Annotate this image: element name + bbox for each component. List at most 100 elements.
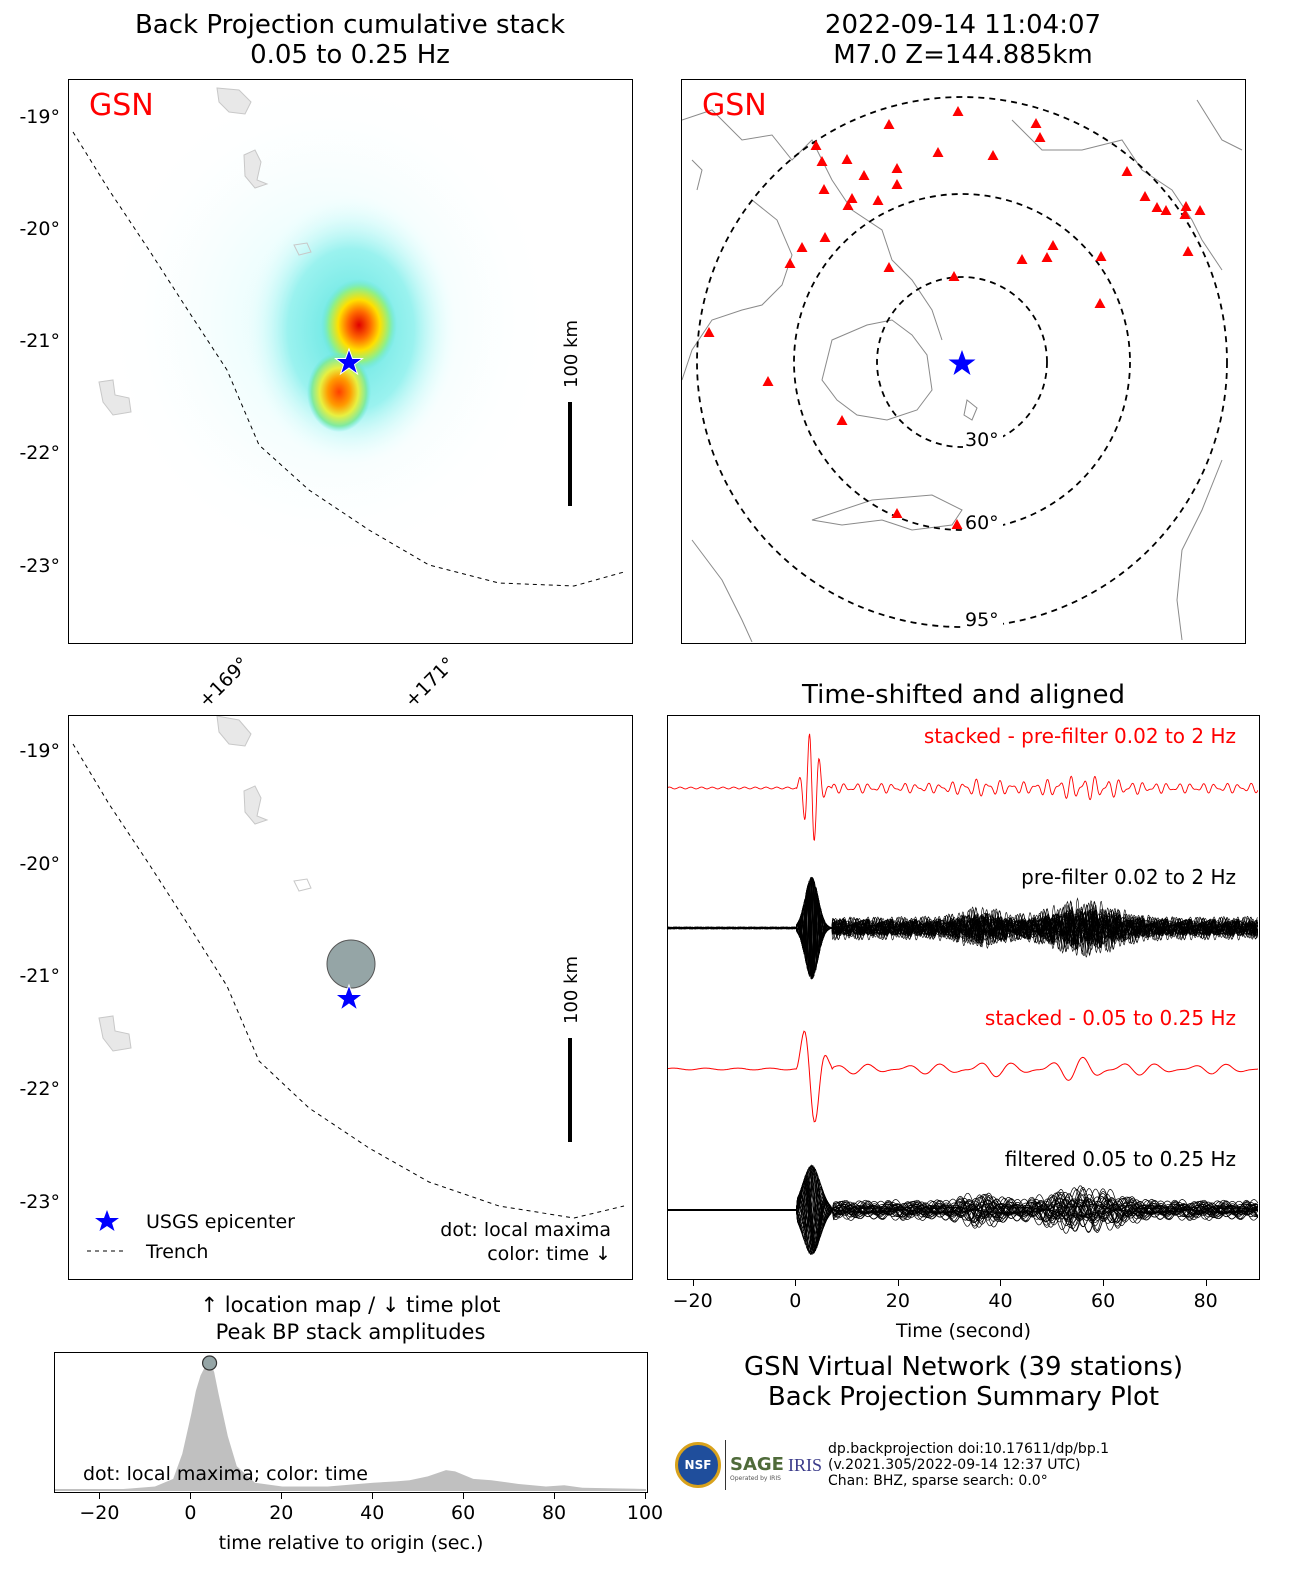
bp-heatmap-svg: 100 km [69, 80, 631, 642]
trace-label-stacked-prefilter: stacked - pre-filter 0.02 to 2 Hz [924, 724, 1236, 748]
peak-xtick-mark [463, 1493, 465, 1499]
lat-tick: -20° [19, 218, 60, 240]
traces-panel: stacked - pre-filter 0.02 to 2 Hz pre-fi… [667, 715, 1260, 1280]
local-maximum-dot [326, 939, 376, 989]
trench-line [72, 743, 625, 1219]
bp-heatmap-panel: 100 km GSN [68, 79, 633, 644]
lat-tick: -22° [19, 442, 60, 464]
coastline [1011, 119, 1223, 271]
event-title: 2022-09-14 11:04:07 M7.0 Z=144.885km [681, 10, 1245, 70]
summary-title: GSN Virtual Network (39 stations) Back P… [667, 1352, 1260, 1412]
peak-plot-svg: dot: local maxima; color: time [55, 1355, 646, 1491]
logo-divider [725, 1440, 726, 1490]
station-marker [883, 119, 895, 129]
provenance: dp.backprojection doi:10.17611/dp/bp.1 (… [828, 1441, 1109, 1489]
epicenter-star [334, 983, 364, 1012]
lat-tick: -21° [19, 330, 60, 352]
station-marker [816, 156, 828, 166]
station-marker [1041, 252, 1053, 262]
summary-title-line2: Back Projection Summary Plot [767, 1382, 1160, 1412]
distance-ring-30 [876, 276, 1048, 448]
legend-trench-label: Trench [145, 1241, 208, 1263]
trace-xtick-label: 80 [1193, 1290, 1218, 1312]
coastline [1196, 99, 1243, 151]
peak-xtick-label: 0 [184, 1502, 197, 1524]
trace-xtick-label: 60 [1090, 1290, 1116, 1312]
station-marker [841, 154, 853, 164]
stacked-trace [668, 733, 1259, 841]
epicenter-star [334, 347, 364, 376]
australia-coastline [821, 319, 933, 421]
ring-label-30: 30° [965, 429, 999, 451]
traces-svg: stacked - pre-filter 0.02 to 2 Hz pre-fi… [668, 724, 1259, 1256]
peak-xtick-label: 100 [626, 1502, 664, 1524]
bp-maximum-north [321, 279, 397, 371]
station-trace [668, 1182, 1259, 1254]
island-shape [216, 87, 252, 115]
peak-xtick-mark [99, 1493, 101, 1499]
legend-star-icon [95, 1210, 119, 1231]
ring-label-95: 95° [965, 609, 999, 631]
station-marker [818, 184, 830, 194]
station-marker [1139, 191, 1151, 201]
station-trace [668, 1166, 1259, 1239]
provenance-line3: Chan: BHZ, sparse search: 0.0° [828, 1473, 1048, 1489]
island-shape [98, 1015, 132, 1052]
lat-tick: -23° [19, 1191, 60, 1213]
stacked-trace [668, 1030, 1259, 1123]
station-marker [1151, 202, 1163, 212]
station-marker [1180, 201, 1192, 211]
station-marker [846, 193, 858, 203]
station-trace [668, 1181, 1259, 1254]
antarctica-coastline [811, 494, 963, 531]
station-map-panel: 30° 60° 95° GSN [681, 79, 1246, 644]
peak-title-line2: Peak BP stack amplitudes [215, 1320, 486, 1344]
station-marker [1030, 118, 1042, 128]
lon-tick: +171° [400, 652, 460, 712]
lon-tick: +169° [194, 652, 254, 712]
island-shape [243, 785, 269, 825]
peak-xtick-label: 20 [269, 1502, 294, 1524]
bp-title-line1: Back Projection cumulative stack [134, 10, 566, 40]
station-marker [1182, 246, 1194, 256]
trace-xtick-mark [1103, 1280, 1105, 1286]
trace-xtick-mark [692, 1280, 694, 1286]
bp-title-line2: 0.05 to 0.25 Hz [250, 40, 450, 70]
station-marker [891, 508, 903, 518]
station-trace [668, 1168, 1259, 1242]
station-marker [1094, 298, 1106, 308]
island-shape [293, 242, 312, 256]
station-marker [952, 106, 964, 116]
station-marker [872, 195, 884, 205]
event-title-line1: 2022-09-14 11:04:07 [824, 10, 1102, 40]
station-marker [932, 147, 944, 157]
peak-xtick-label: 40 [360, 1502, 385, 1524]
station-marker [1016, 254, 1028, 264]
lat-tick: -21° [19, 965, 60, 987]
station-marker [784, 258, 796, 268]
trace-xtick-label: 20 [885, 1290, 910, 1312]
station-trace [668, 881, 1258, 977]
trace-xtick-label: 40 [988, 1290, 1013, 1312]
station-trace [668, 1166, 1259, 1239]
trace-xtick-mark [897, 1280, 899, 1286]
scale-bar-label: 100 km [561, 956, 582, 1024]
network-label: GSN [89, 88, 154, 123]
station-marker [987, 150, 999, 160]
lat-tick: -22° [19, 1078, 60, 1100]
bp-title: Back Projection cumulative stack 0.05 to… [68, 10, 632, 70]
station-trace [668, 878, 1258, 974]
nsf-logo-text: NSF [684, 1458, 712, 1472]
peak-local-maximum-dot [201, 1355, 218, 1371]
peak-title: ↑ location map / ↓ time plot Peak BP sta… [54, 1292, 647, 1346]
station-marker [836, 415, 848, 425]
station-marker [891, 163, 903, 173]
station-map-svg: 30° 60° 95° [682, 96, 1243, 643]
legend-epicenter-label: USGS epicenter [146, 1211, 295, 1233]
trace-label-filtered: filtered 0.05 to 0.25 Hz [1005, 1147, 1236, 1171]
coastline [682, 199, 793, 381]
station-marker [1047, 240, 1059, 250]
trace-xtick-label: 0 [789, 1290, 802, 1312]
station-marker [1179, 209, 1191, 219]
lat-tick: -23° [19, 555, 60, 577]
